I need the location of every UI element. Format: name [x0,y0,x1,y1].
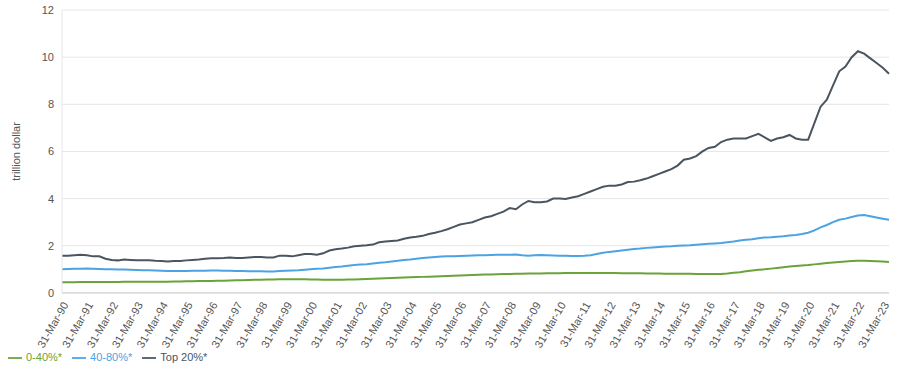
svg-text:31-Mar-01: 31-Mar-01 [308,299,345,350]
svg-text:trillion dollar: trillion dollar [10,122,22,181]
svg-text:31-Mar-02: 31-Mar-02 [333,299,369,350]
svg-text:31-Mar-11: 31-Mar-11 [557,299,593,350]
svg-text:31-Mar-17: 31-Mar-17 [706,299,742,350]
svg-text:31-Mar-96: 31-Mar-96 [184,299,220,350]
svg-text:31-Mar-06: 31-Mar-06 [432,299,469,350]
svg-text:2: 2 [48,240,54,252]
svg-text:31-Mar-13: 31-Mar-13 [606,299,643,350]
svg-text:31-Mar-95: 31-Mar-95 [159,299,195,350]
svg-text:31-Mar-97: 31-Mar-97 [208,299,245,350]
svg-text:31-Mar-04: 31-Mar-04 [382,299,419,350]
svg-text:31-Mar-09: 31-Mar-09 [507,299,544,350]
svg-text:31-Mar-16: 31-Mar-16 [681,299,718,350]
svg-text:4: 4 [48,193,54,205]
svg-text:31-Mar-21: 31-Mar-21 [805,299,842,350]
svg-text:31-Mar-23: 31-Mar-23 [856,300,892,350]
svg-text:31-Mar-05: 31-Mar-05 [407,299,444,350]
svg-text:31-Mar-18: 31-Mar-18 [731,299,767,350]
svg-text:31-Mar-00: 31-Mar-00 [283,299,320,350]
svg-text:6: 6 [48,145,54,157]
svg-text:31-Mar-99: 31-Mar-99 [258,299,295,350]
svg-text:31-Mar-15: 31-Mar-15 [656,299,693,350]
svg-text:31-Mar-10: 31-Mar-10 [532,299,568,350]
svg-text:31-Mar-20: 31-Mar-20 [780,299,817,350]
svg-text:0: 0 [48,287,54,299]
svg-text:31-Mar-93: 31-Mar-93 [109,299,146,350]
svg-text:31-Mar-22: 31-Mar-22 [830,299,867,350]
html-text:0-40%*: 0-40%* [26,350,63,363]
svg-text:31-Mar-19: 31-Mar-19 [756,299,792,350]
html-text:40-80%*: 40-80%* [90,350,133,363]
svg-text:10: 10 [42,51,54,63]
svg-text:31-Mar-08: 31-Mar-08 [482,299,519,350]
svg-text:31-Mar-91: 31-Mar-91 [59,299,96,350]
svg-text:31-Mar-14: 31-Mar-14 [631,299,668,350]
svg-text:31-Mar-92: 31-Mar-92 [84,299,121,350]
svg-text:31-Mar-12: 31-Mar-12 [581,299,618,350]
html-text:Top 20%*: Top 20%* [160,350,208,363]
svg-text:31-Mar-98: 31-Mar-98 [233,299,270,350]
svg-text:12: 12 [42,4,54,16]
svg-text:31-Mar-07: 31-Mar-07 [457,299,494,350]
svg-text:31-Mar-94: 31-Mar-94 [134,299,170,350]
svg-text:8: 8 [48,98,54,110]
svg-text:31-Mar-90: 31-Mar-90 [34,299,71,350]
svg-text:31-Mar-03: 31-Mar-03 [358,299,394,350]
